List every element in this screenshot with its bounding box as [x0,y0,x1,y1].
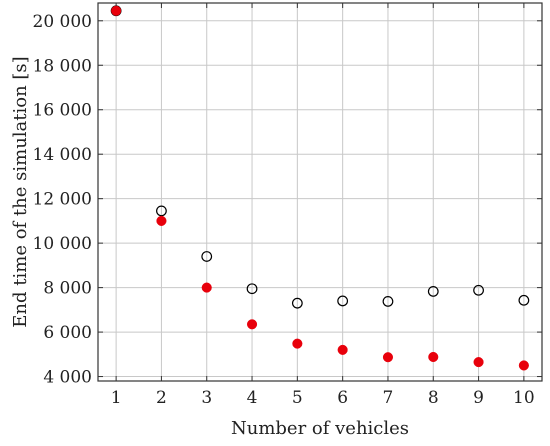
hollow-data-point [473,284,484,296]
x-tick-label: 3 [201,388,212,408]
filled-data-point [156,215,167,226]
filled-data-point [246,319,258,330]
x-tick-label: 5 [292,388,303,408]
hollow-data-point [291,297,303,309]
x-axis-label: Number of vehicles [231,418,409,439]
y-tick-label: 20 000 [33,12,92,32]
filled-data-point [337,344,348,355]
y-tick-label: 12 000 [33,190,92,210]
y-tick-label: 8 000 [43,279,92,299]
y-tick-label: 14 000 [33,145,92,165]
hollow-data-point [246,283,258,295]
x-tick-label: 9 [473,388,484,408]
filled-data-point [201,282,212,293]
y-tick-label: 6 000 [43,323,92,343]
x-tick-label: 2 [156,388,167,408]
y-tick-label: 16 000 [33,101,92,121]
x-tick-label: 7 [383,388,394,408]
filled-data-point [292,338,303,349]
ticks-layer [98,3,542,381]
hollow-data-point [382,295,394,307]
x-tick-labels: 1 2 3 4 5 6 7 8 9 10 [111,388,535,408]
y-tick-labels: 4 000 6 000 8 000 10 000 12 000 14 000 16 000 1… [33,12,92,388]
y-axis-label: End time of the simulation [s] [10,56,31,327]
x-tick-label: 1 [111,388,122,408]
x-tick-label: 8 [428,388,439,408]
hollow-data-point [337,295,349,307]
plot-frame [97,2,543,382]
y-tick-label: 18 000 [33,56,92,76]
hollow-data-point [201,251,213,262]
hollow-data-point [427,285,439,297]
filled-data-point [382,352,394,363]
x-tick-label: 6 [337,388,348,408]
filled-data-point [473,357,484,368]
filled-data-point [111,5,122,16]
x-tick-label: 10 [513,388,535,408]
points-layer [110,5,530,371]
y-tick-label: 10 000 [33,234,92,254]
grid-layer [98,3,542,381]
hollow-data-point [518,294,530,306]
filled-data-point [428,351,439,363]
y-tick-label: 4 000 [43,368,92,388]
x-tick-label: 4 [247,388,258,408]
hollow-data-point [156,205,167,217]
filled-data-point [518,360,529,371]
